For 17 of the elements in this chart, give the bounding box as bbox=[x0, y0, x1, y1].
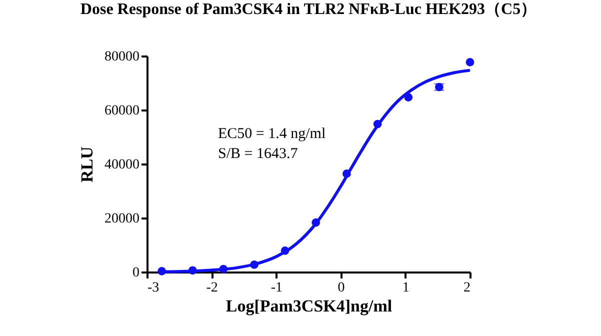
x-tick-label: 1 bbox=[402, 280, 410, 296]
annotation: EC50 = 1.4 ng/ml bbox=[218, 126, 326, 142]
y-tick-label: 20000 bbox=[104, 212, 140, 226]
chart-title: Dose Response of Pam3CSK4 in TLR2 NFκB-Luc HEK293（C5） bbox=[80, 1, 537, 18]
point bbox=[466, 58, 474, 66]
x-tick-label: 2 bbox=[464, 280, 470, 296]
x-tick-label: -3 bbox=[148, 280, 160, 296]
y-tick-label: 80000 bbox=[104, 50, 140, 64]
annotation: S/B = 1643.7 bbox=[218, 146, 298, 162]
y-tick-label: 40000 bbox=[104, 158, 140, 172]
x-tick-label: -1 bbox=[270, 280, 283, 296]
y-tick-label: 60000 bbox=[104, 104, 140, 118]
x-tick-label: 0 bbox=[338, 280, 345, 296]
x-tick-label: -2 bbox=[206, 280, 218, 296]
x-axis-title: Log[Pam3CSK4]ng/ml bbox=[226, 296, 392, 316]
y-tick-label: 0 bbox=[132, 266, 140, 280]
y-axis-title: RLU bbox=[78, 146, 96, 182]
